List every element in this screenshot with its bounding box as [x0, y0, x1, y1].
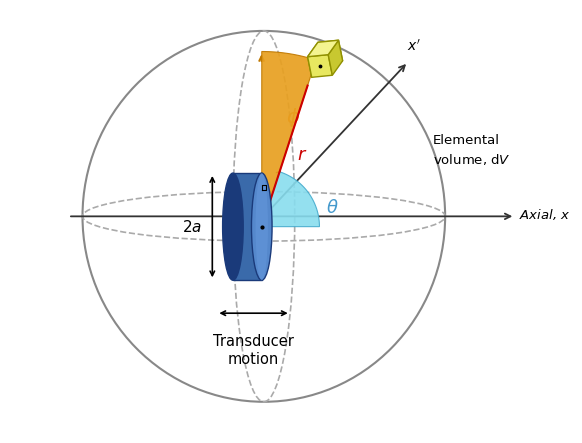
Text: $\theta$: $\theta$ — [326, 199, 338, 217]
Text: $x'$: $x'$ — [407, 39, 421, 54]
Ellipse shape — [251, 173, 272, 280]
Polygon shape — [328, 40, 343, 75]
Text: Axial, $x$: Axial, $x$ — [519, 207, 571, 222]
Polygon shape — [308, 40, 339, 57]
Text: $\phi$: $\phi$ — [286, 106, 300, 129]
Polygon shape — [308, 42, 322, 78]
Polygon shape — [318, 40, 343, 63]
Polygon shape — [233, 173, 262, 280]
Text: Transducer
motion: Transducer motion — [213, 334, 294, 367]
Polygon shape — [262, 172, 320, 227]
Text: Elemental
volume, d$V$: Elemental volume, d$V$ — [433, 134, 510, 167]
Ellipse shape — [255, 173, 268, 280]
Text: $2a$: $2a$ — [182, 219, 202, 235]
Polygon shape — [262, 51, 316, 227]
Polygon shape — [308, 54, 332, 78]
Text: $r$: $r$ — [297, 146, 307, 164]
Ellipse shape — [222, 173, 243, 280]
